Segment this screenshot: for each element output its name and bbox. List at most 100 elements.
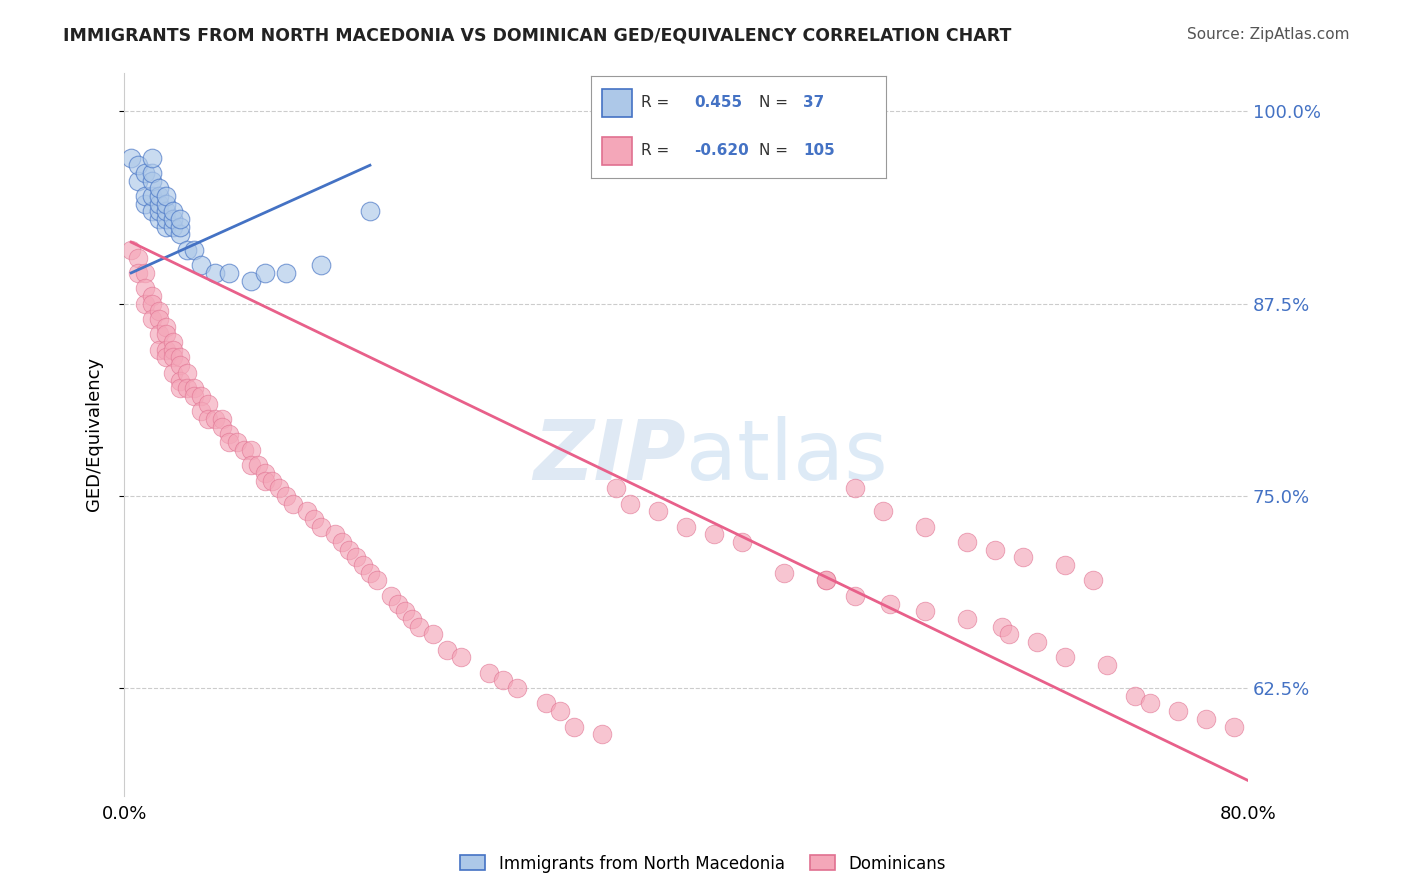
Point [1026,635,1049,649]
Point [148,312,170,326]
Point [394,604,416,618]
Point [1125,689,1147,703]
Point [366,574,388,588]
Point [267,481,290,495]
Point [197,396,219,410]
Point [148,212,170,227]
Point [204,412,226,426]
Point [1012,550,1035,565]
Point [274,489,297,503]
Point [183,389,205,403]
Point [260,474,283,488]
Point [183,243,205,257]
Point [169,358,191,372]
Point [337,542,360,557]
Point [330,535,353,549]
Point [162,343,184,357]
Point [155,196,177,211]
Point [352,558,374,573]
Point [134,166,156,180]
Point [155,204,177,219]
Point [141,166,163,180]
Point [914,604,936,618]
Point [647,504,669,518]
Point [169,212,191,227]
Point [169,227,191,242]
Point [1083,574,1105,588]
Point [309,258,332,272]
FancyBboxPatch shape [602,89,631,117]
Point [162,204,184,219]
FancyBboxPatch shape [602,137,631,165]
Point [773,566,796,580]
Point [1139,697,1161,711]
Point [239,442,262,457]
Point [162,335,184,350]
Point [169,381,191,395]
Point [253,474,276,488]
Point [148,304,170,318]
Point [162,351,184,365]
Point [162,366,184,380]
Point [239,458,262,472]
Point [239,274,262,288]
Text: -0.620: -0.620 [695,144,748,158]
Point [148,181,170,195]
Point [619,497,641,511]
Point [169,351,191,365]
Point [141,296,163,310]
Point [450,650,472,665]
Point [169,219,191,234]
Point [844,589,866,603]
Point [141,189,163,203]
Point [998,627,1021,641]
Point [436,642,458,657]
Point [218,435,240,450]
Text: IMMIGRANTS FROM NORTH MACEDONIA VS DOMINICAN GED/EQUIVALENCY CORRELATION CHART: IMMIGRANTS FROM NORTH MACEDONIA VS DOMIN… [63,27,1012,45]
Point [232,442,254,457]
Point [148,204,170,219]
Point [872,504,894,518]
Point [225,435,247,450]
Point [1054,650,1077,665]
Text: N =: N = [759,144,793,158]
Text: N =: N = [759,95,793,110]
Point [176,366,198,380]
Point [380,589,402,603]
Point [309,519,332,533]
Point [1097,658,1119,673]
Point [359,566,381,580]
Point [1195,712,1218,726]
Point [120,151,142,165]
Point [815,574,838,588]
Point [127,251,149,265]
Point [731,535,754,549]
Point [295,504,318,518]
Point [141,151,163,165]
Point [148,343,170,357]
Point [218,266,240,280]
Point [211,412,233,426]
Text: Source: ZipAtlas.com: Source: ZipAtlas.com [1187,27,1350,42]
Legend: Immigrants from North Macedonia, Dominicans: Immigrants from North Macedonia, Dominic… [454,848,952,880]
Point [253,266,276,280]
Point [155,343,177,357]
Point [956,612,979,626]
Point [148,327,170,342]
Point [591,727,613,741]
Point [492,673,515,688]
Point [127,266,149,280]
Point [253,466,276,480]
Point [141,312,163,326]
Point [956,535,979,549]
Point [162,212,184,227]
Point [534,697,557,711]
Point [879,597,901,611]
Text: R =: R = [641,144,673,158]
Point [190,404,212,418]
Text: R =: R = [641,95,673,110]
Point [190,258,212,272]
Point [478,665,501,680]
Point [506,681,529,695]
Point [155,327,177,342]
